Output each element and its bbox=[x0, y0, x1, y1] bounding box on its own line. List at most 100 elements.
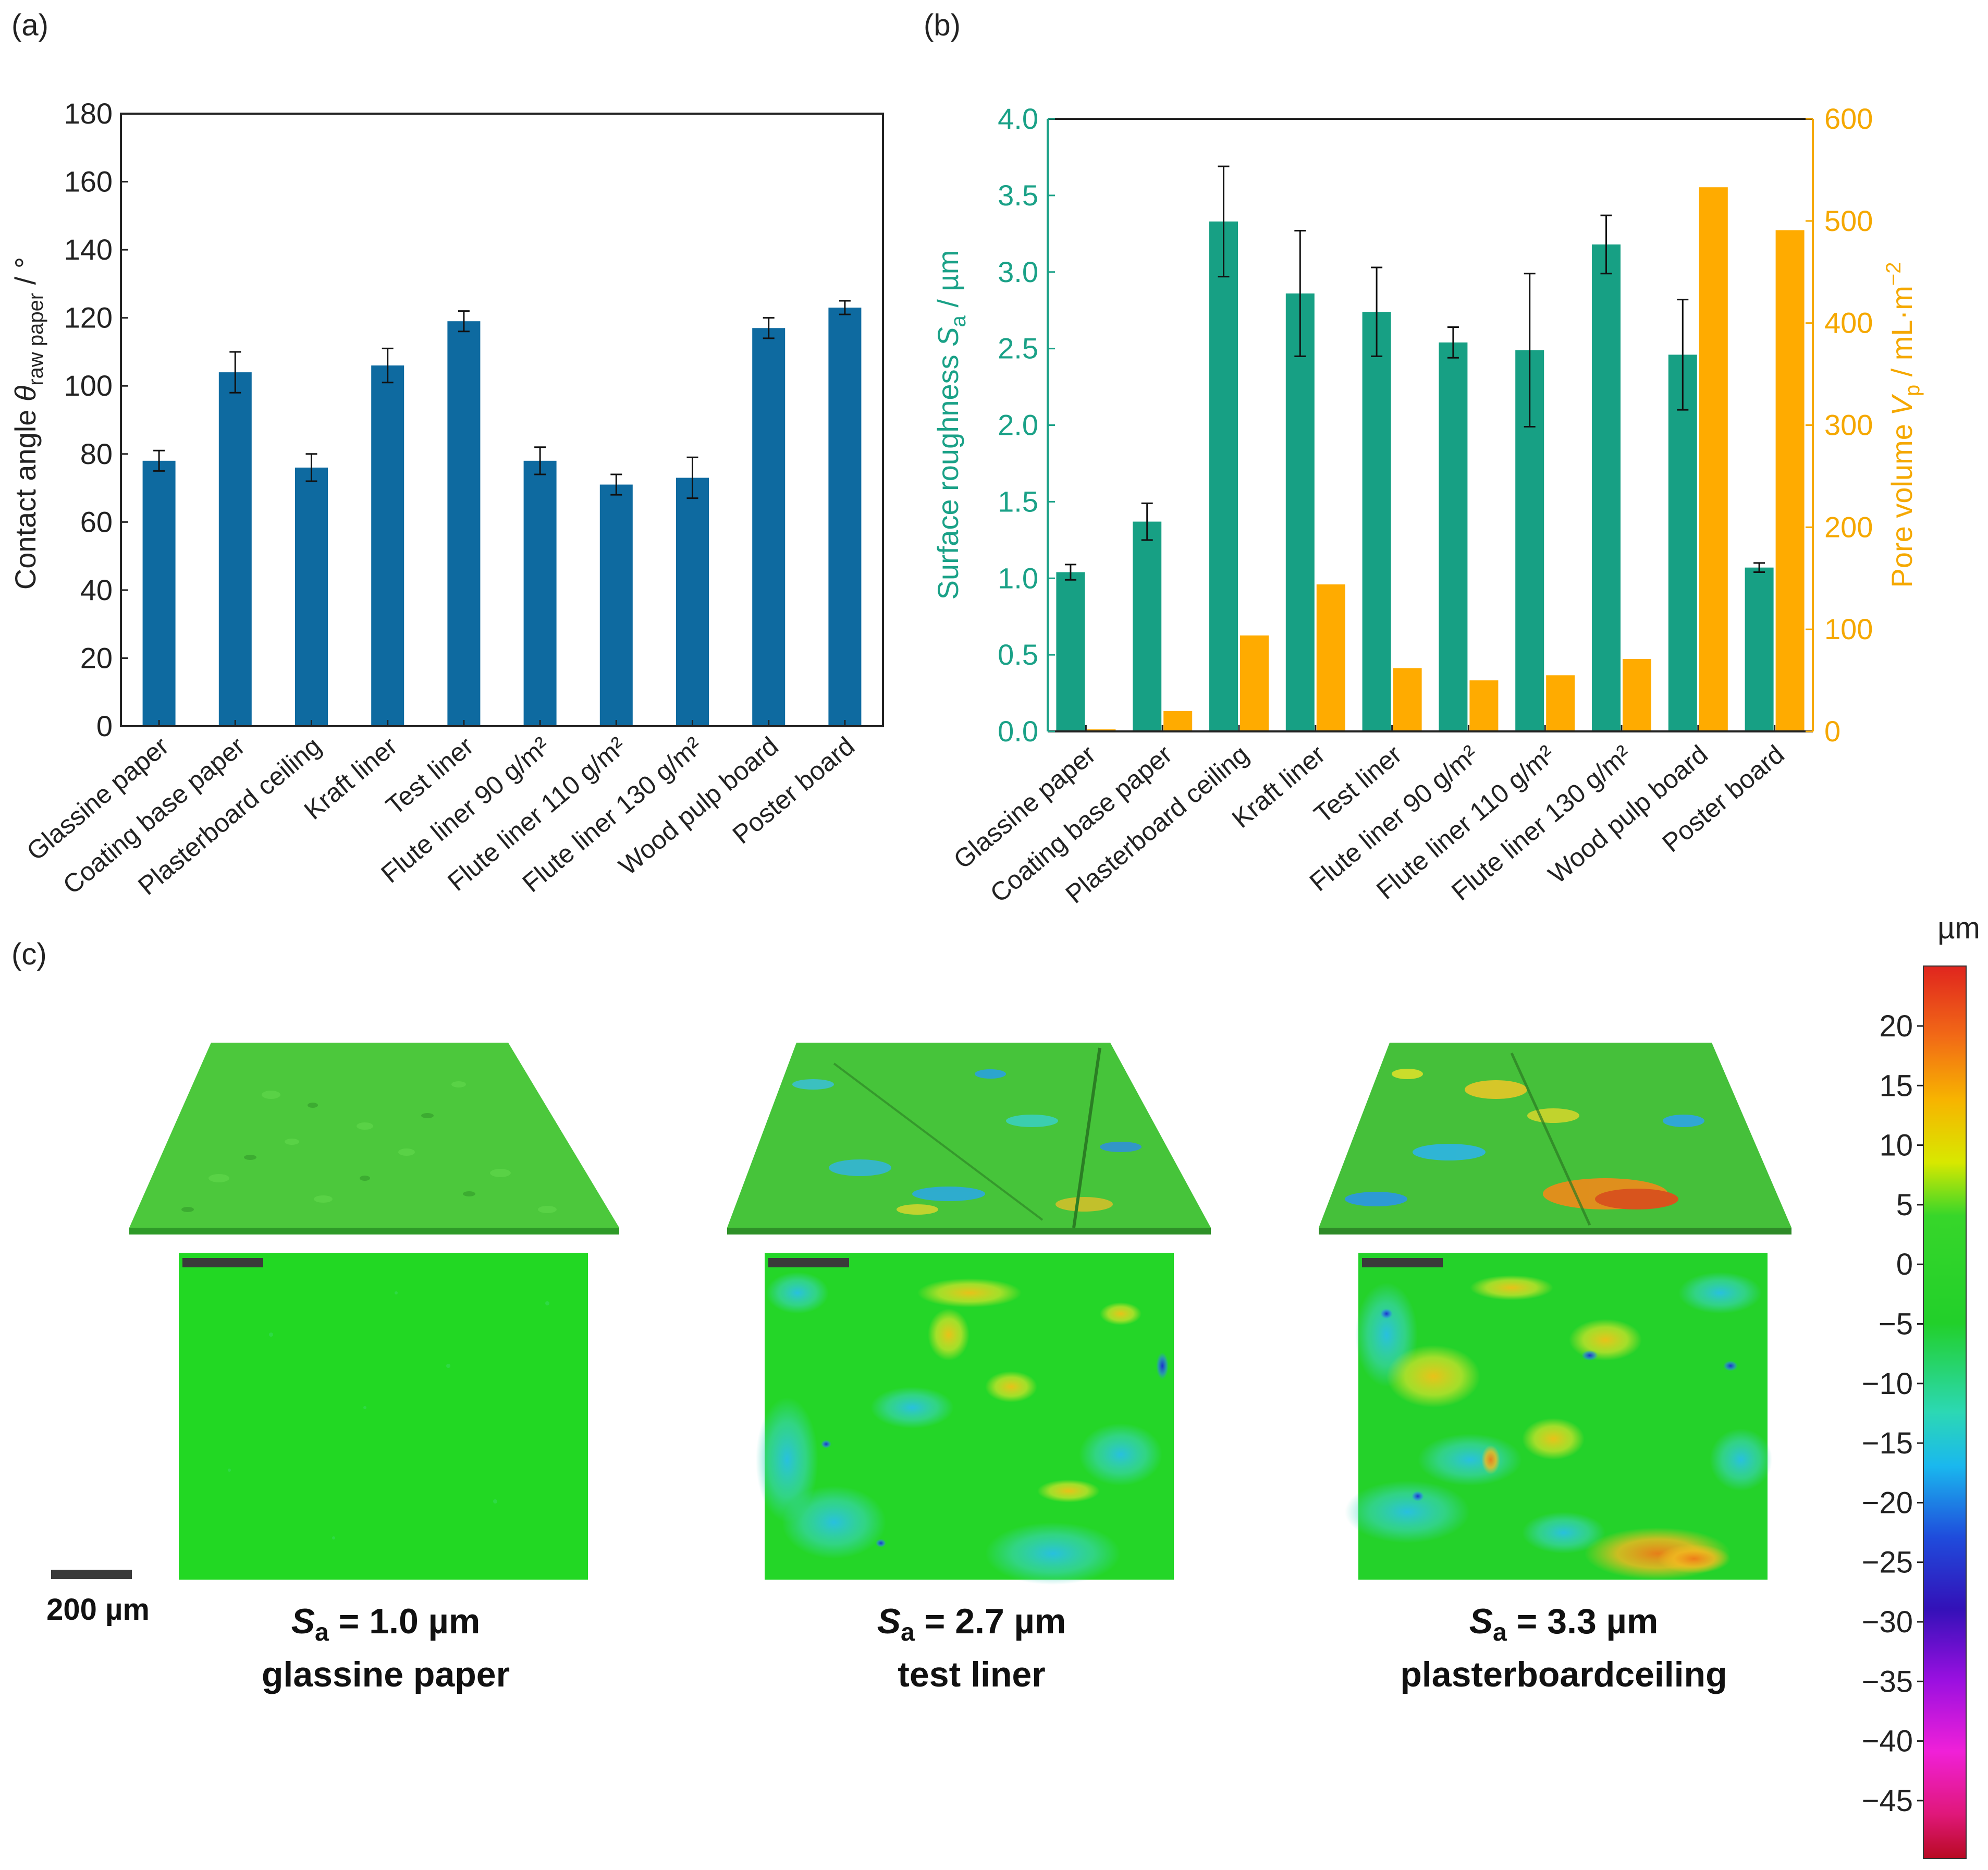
colorbar-tick-label: −20 bbox=[1862, 1486, 1913, 1520]
chart-b-left-ytick-label: 0.5 bbox=[998, 638, 1038, 671]
caption-glassine: Sa = 1.0 µm glassine paper bbox=[262, 1602, 510, 1694]
chart-b-left-y-ticks: 0.0 0.5 1.0 1.5 2.0 2.5 3.0 3.5 4.0 bbox=[998, 102, 1055, 748]
chart-a-ytick-label: 20 bbox=[80, 641, 113, 674]
colorbar bbox=[1923, 965, 1967, 1859]
chart-b-right-y-ticks: 0 100 200 300 400 500 600 bbox=[1806, 102, 1873, 748]
chart-a-frame bbox=[120, 113, 884, 727]
caption-glassine-sa: Sa = 1.0 µm bbox=[291, 1602, 481, 1646]
caption-plasterboard-sa: Sa = 3.3 µm bbox=[1469, 1602, 1659, 1646]
chart-b-left-ytick-label: 2.5 bbox=[998, 332, 1038, 365]
caption-plasterboard-name: plasterboardceiling bbox=[1400, 1655, 1727, 1694]
chart-a-bar bbox=[142, 460, 176, 726]
colorbar-tick-label: −35 bbox=[1862, 1665, 1913, 1698]
chart-a-ytick-label: 180 bbox=[64, 97, 113, 130]
chart-b-pore-volume-bar bbox=[1623, 658, 1651, 731]
colorbar-tick-label: 20 bbox=[1879, 1009, 1913, 1043]
chart-b-right-ytick-label: 100 bbox=[1824, 613, 1873, 645]
chart-a-bar bbox=[752, 328, 786, 726]
chart-b-roughness-bar bbox=[1285, 293, 1315, 731]
chart-b-roughness-bar bbox=[1592, 244, 1621, 731]
chart-b-pore-volume-bar bbox=[1775, 230, 1805, 731]
colorbar-tick-label: 10 bbox=[1879, 1129, 1913, 1163]
chart-b-pore-volume-bar bbox=[1393, 668, 1422, 731]
colorbar-tick-label: 15 bbox=[1879, 1069, 1913, 1103]
colorbar-tick-label: −25 bbox=[1862, 1546, 1913, 1580]
chart-b-right-ytick-label: 500 bbox=[1824, 204, 1873, 237]
colorbar-tick-label: 0 bbox=[1896, 1248, 1913, 1281]
chart-b-roughness-bar bbox=[1668, 355, 1697, 731]
chart-b-right-ytick-label: 600 bbox=[1824, 102, 1873, 135]
chart-a-bar bbox=[828, 308, 862, 726]
chart-b-right-ytick-label: 300 bbox=[1824, 409, 1873, 442]
colorbar-tick-label: −15 bbox=[1862, 1426, 1913, 1460]
colorbar-tick-label: 5 bbox=[1896, 1188, 1913, 1222]
chart-b-pore-volume-bar bbox=[1316, 584, 1345, 731]
caption-test-liner: Sa = 2.7 µm test liner bbox=[877, 1602, 1066, 1694]
surface-3d-glassine bbox=[129, 1043, 619, 1235]
chart-a-y-axis: 0 20 40 60 80 100 120 140 160 180 bbox=[64, 97, 128, 742]
colorbar-tick-label: −30 bbox=[1862, 1605, 1913, 1639]
chart-b-right-ytick-label: 400 bbox=[1824, 307, 1873, 339]
chart-b-left-ytick-label: 1.0 bbox=[998, 561, 1038, 594]
heightmap-glassine bbox=[179, 1253, 588, 1580]
scale-bar-label: 200 µm bbox=[46, 1593, 150, 1627]
heightmap-plasterboard-scalebar bbox=[1362, 1258, 1443, 1267]
chart-b-roughness-bar bbox=[1439, 342, 1468, 731]
chart-b-left-ytick-label: 4.0 bbox=[998, 102, 1038, 135]
chart-b-error-bars bbox=[1064, 165, 1765, 581]
chart-b-roughness-bar bbox=[1056, 572, 1085, 731]
colorbar-tick-label: −5 bbox=[1879, 1307, 1913, 1341]
chart-b-pore-volume-bar bbox=[1240, 635, 1269, 731]
chart-a-ytick-label: 0 bbox=[96, 710, 113, 742]
chart-a-ytick-label: 120 bbox=[64, 301, 113, 334]
chart-a-bar bbox=[371, 365, 404, 726]
chart-b-right-ytick-label: 200 bbox=[1824, 510, 1873, 543]
panel-label-b: (b) bbox=[924, 8, 961, 42]
chart-a-ytick-label: 60 bbox=[80, 505, 113, 538]
colorbar-tick-label: −45 bbox=[1862, 1784, 1913, 1818]
chart-b-left-ytick-label: 3.0 bbox=[998, 255, 1038, 288]
panel-label-a: (a) bbox=[11, 8, 48, 42]
chart-a-ytick-label: 100 bbox=[64, 369, 113, 402]
chart-b-roughness-bar bbox=[1209, 221, 1238, 731]
chart-a-ylabel: Contact angle θraw paper / ° bbox=[9, 257, 47, 590]
colorbar-ticks: 20 15 10 5 0 −5 −10 −15 −20 −25 −30 −35 −40 −45 bbox=[1862, 1009, 1923, 1818]
caption-test-liner-sa: Sa = 2.7 µm bbox=[877, 1602, 1066, 1646]
chart-b-right-ytick-label: 0 bbox=[1824, 715, 1840, 748]
chart-b-left-ytick-label: 2.0 bbox=[998, 409, 1038, 442]
chart-b-roughness-bar bbox=[1745, 567, 1774, 731]
chart-b-left-ytick-label: 3.5 bbox=[998, 179, 1038, 212]
chart-b: 0.0 0.5 1.0 1.5 2.0 2.5 3.0 3.5 4.0 0 100 200 300 40… bbox=[931, 102, 1924, 909]
caption-plasterboard: Sa = 3.3 µm plasterboardceiling bbox=[1400, 1602, 1727, 1694]
chart-b-roughness-bar bbox=[1362, 312, 1391, 731]
chart-a-bar bbox=[676, 478, 709, 726]
chart-a-bar bbox=[523, 460, 557, 726]
chart-a-ytick-label: 80 bbox=[80, 437, 113, 470]
chart-b-left-ytick-label: 0.0 bbox=[998, 715, 1038, 748]
chart-a-bar bbox=[447, 321, 481, 726]
heightmap-test-liner bbox=[756, 1253, 1174, 1585]
colorbar-tick-label: −40 bbox=[1862, 1725, 1913, 1758]
chart-b-pore-volume-bar bbox=[1546, 675, 1575, 731]
chart-a: 0 20 40 60 80 100 120 140 160 180 Glassine paperC… bbox=[9, 97, 884, 901]
chart-a-ytick-label: 160 bbox=[64, 165, 113, 198]
heightmap-test-liner-scalebar bbox=[768, 1258, 849, 1267]
chart-b-bars bbox=[1056, 187, 1805, 731]
chart-a-bars bbox=[142, 308, 862, 726]
heightmap-glassine-scalebar bbox=[182, 1258, 263, 1267]
colorbar-tick-label: −10 bbox=[1862, 1367, 1913, 1401]
surface-3d-plasterboard bbox=[1319, 1043, 1791, 1235]
chart-b-pore-volume-bar bbox=[1699, 187, 1728, 731]
caption-test-liner-name: test liner bbox=[898, 1655, 1045, 1694]
chart-a-ytick-label: 40 bbox=[80, 573, 113, 606]
chart-a-bar bbox=[599, 484, 633, 726]
surface-3d-test-liner bbox=[727, 1043, 1211, 1235]
chart-b-pore-volume-bar bbox=[1163, 711, 1193, 731]
caption-glassine-name: glassine paper bbox=[262, 1655, 510, 1694]
chart-b-pore-volume-bar bbox=[1469, 680, 1499, 731]
scale-bar bbox=[51, 1570, 132, 1579]
chart-a-bar bbox=[218, 372, 252, 726]
